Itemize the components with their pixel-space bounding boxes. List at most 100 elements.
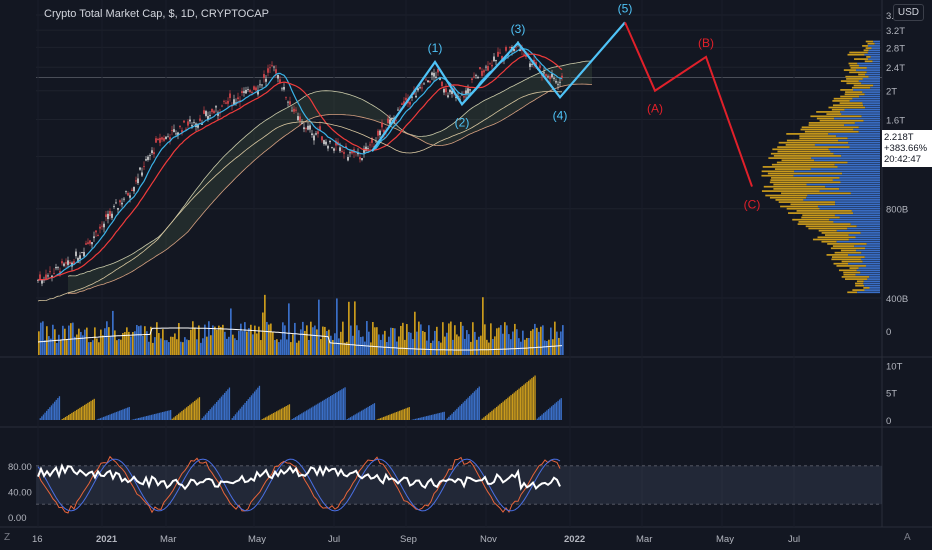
profile-bar-gold <box>844 93 865 96</box>
cumulative-volume-bar <box>528 380 530 420</box>
profile-bar-blue <box>858 64 880 67</box>
cumulative-volume-bar <box>453 412 455 420</box>
candle-body <box>57 267 59 269</box>
candle-body <box>409 101 411 105</box>
candle-body <box>279 79 281 84</box>
cumulative-volume-bar <box>549 407 551 420</box>
cumulative-volume-bar <box>408 407 410 420</box>
cumulative-volume-bar <box>426 416 428 420</box>
volume-bar <box>182 342 184 355</box>
volume-bar <box>512 331 514 355</box>
profile-bar-blue <box>866 67 880 69</box>
profile-bar-gold <box>828 106 866 109</box>
cumulative-volume-bar <box>211 407 213 420</box>
cumulative-volume-bar <box>518 388 520 420</box>
candle-body <box>485 66 487 68</box>
cumulative-volume-bar <box>88 401 91 420</box>
profile-bar-blue <box>853 212 880 214</box>
volume-bar <box>530 330 532 355</box>
cumulative-tick-label: 0 <box>886 416 891 427</box>
candle-body <box>505 47 507 51</box>
candle-body <box>529 63 531 67</box>
cumulative-volume-bar <box>125 408 127 420</box>
cumulative-volume-bar <box>136 418 138 420</box>
profile-bar-blue <box>828 148 880 151</box>
volume-bar <box>144 326 146 355</box>
profile-bar-blue <box>839 216 880 219</box>
volume-bar <box>320 339 322 355</box>
volume-bar <box>246 331 248 355</box>
profile-bar-blue <box>874 42 880 45</box>
volume-bar <box>292 334 294 355</box>
cumulative-volume-bar <box>241 406 243 420</box>
candle-body <box>421 87 423 89</box>
volume-bar <box>140 325 142 355</box>
profile-bar-blue <box>848 141 880 144</box>
profile-bar-gold <box>836 265 867 267</box>
profile-bar-blue <box>860 232 880 234</box>
volume-bar <box>354 301 356 355</box>
profile-bar-blue <box>829 218 880 221</box>
volume-bar <box>474 331 476 355</box>
candle-body <box>465 90 467 94</box>
volume-bar <box>142 335 144 355</box>
candle-body <box>479 67 481 69</box>
volume-bar <box>554 321 556 355</box>
candle-body <box>411 96 413 98</box>
volume-bar <box>178 323 180 355</box>
currency-badge[interactable]: USD <box>892 4 924 21</box>
candle-body <box>327 145 329 149</box>
profile-bar-blue <box>863 119 880 122</box>
candle-body <box>447 95 449 98</box>
profile-bar-gold <box>771 177 840 179</box>
volume-bar <box>280 339 282 355</box>
candle-body <box>265 78 267 82</box>
profile-bar-gold <box>765 194 808 197</box>
price-tick-label: 2T <box>886 87 897 98</box>
profile-bar-blue <box>862 91 880 93</box>
candle-body <box>285 97 287 99</box>
profile-bar-blue <box>850 192 880 195</box>
candle-body <box>85 243 87 245</box>
cumulative-volume-bar <box>477 388 479 420</box>
cumulative-volume-bar <box>422 416 425 420</box>
cumulative-volume-bar <box>325 398 327 420</box>
cumulative-volume-bar <box>98 418 100 420</box>
volume-bar <box>274 340 276 355</box>
price-tick-label: 400B <box>886 294 908 305</box>
cumulative-volume-bar <box>306 410 308 420</box>
candle-body <box>133 186 135 192</box>
profile-bar-gold <box>863 49 869 52</box>
cumulative-volume-bar <box>141 417 143 420</box>
candle-body <box>211 108 213 113</box>
cumulative-volume-bar <box>510 395 512 420</box>
cumulative-volume-bar <box>139 417 141 420</box>
auto-scale-button[interactable]: A <box>904 532 911 543</box>
candle-body <box>381 122 383 128</box>
timezone-icon[interactable]: Z <box>4 532 11 543</box>
volume-bar <box>414 311 416 355</box>
candle-body <box>471 78 473 80</box>
volume-bar <box>518 338 520 355</box>
profile-bar-blue <box>852 97 880 100</box>
cumulative-volume-bar <box>233 416 235 420</box>
volume-bar <box>464 338 466 355</box>
cumulative-volume-bar <box>285 405 287 420</box>
candle-body <box>291 110 293 112</box>
cumulative-volume-bar <box>284 406 286 420</box>
cumulative-volume-bar <box>400 410 402 420</box>
volume-ma-line <box>37 327 563 351</box>
cumulative-volume-bar <box>470 394 472 420</box>
candle-body <box>185 128 187 130</box>
volume-bar <box>110 336 112 355</box>
volume-bar <box>40 322 42 355</box>
volume-bar <box>484 324 486 355</box>
cumulative-volume-bar <box>531 378 533 420</box>
profile-bar-blue <box>855 236 880 239</box>
cumulative-volume-bar <box>326 397 329 420</box>
volume-bar <box>432 340 434 355</box>
candle-body <box>47 275 49 277</box>
cumulative-volume-bar <box>106 415 108 420</box>
profile-bar-gold <box>801 216 840 219</box>
